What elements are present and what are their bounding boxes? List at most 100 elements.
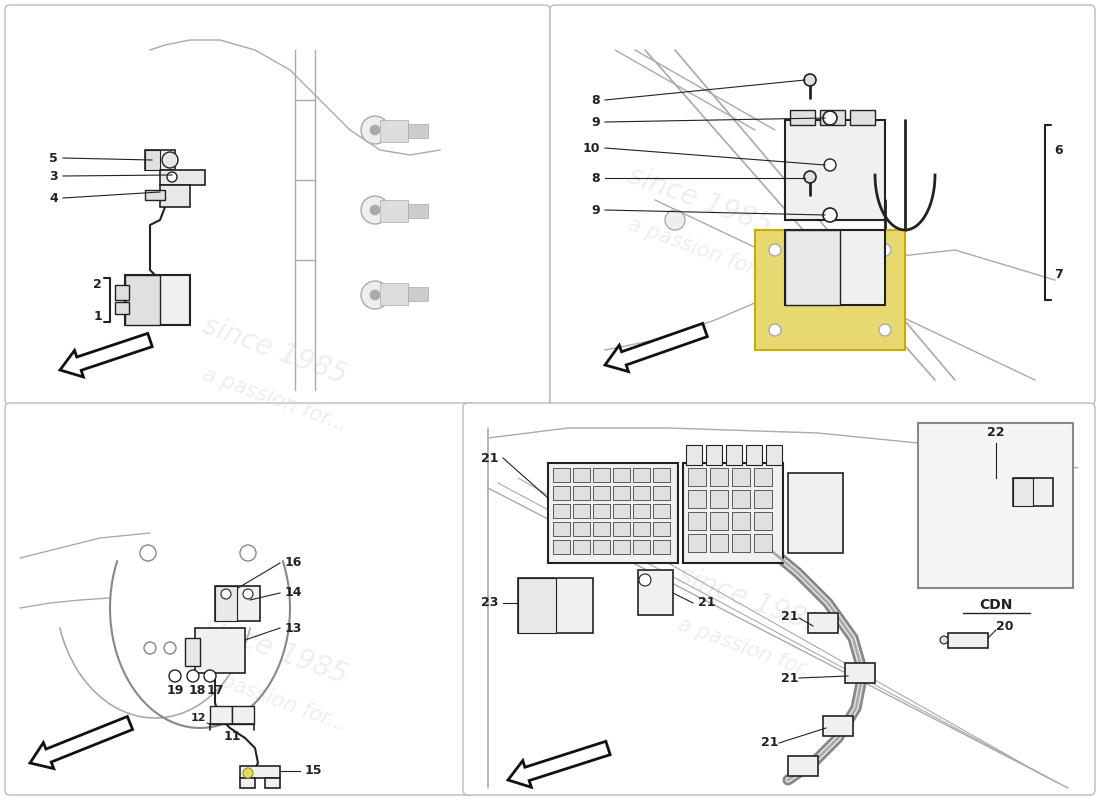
Text: 14: 14 <box>285 586 303 599</box>
Bar <box>145 190 165 200</box>
Circle shape <box>666 210 685 230</box>
Text: 1: 1 <box>94 310 102 322</box>
Text: 19: 19 <box>166 685 184 698</box>
Text: 16: 16 <box>285 557 303 570</box>
Bar <box>145 150 160 170</box>
Bar <box>593 522 611 536</box>
Bar <box>638 570 673 615</box>
Text: 21: 21 <box>760 737 778 750</box>
Circle shape <box>824 159 836 171</box>
Circle shape <box>361 281 389 309</box>
Bar <box>160 170 205 185</box>
Text: since 1985: since 1985 <box>199 311 351 389</box>
Bar <box>116 302 129 314</box>
Bar <box>766 445 782 465</box>
Bar <box>145 150 175 170</box>
Bar <box>653 504 670 518</box>
Text: 21: 21 <box>698 597 715 610</box>
Bar <box>710 490 728 508</box>
Text: 21: 21 <box>781 671 798 685</box>
Bar <box>732 534 750 552</box>
Text: 4: 4 <box>50 191 58 205</box>
Bar <box>688 490 706 508</box>
Bar <box>553 540 570 554</box>
Bar <box>573 468 590 482</box>
Bar <box>125 275 160 325</box>
Circle shape <box>804 171 816 183</box>
Bar <box>408 287 428 301</box>
Text: a passion for...: a passion for... <box>675 614 825 686</box>
Bar <box>785 230 886 305</box>
Bar <box>918 423 1072 588</box>
Text: 8: 8 <box>592 94 600 106</box>
Bar <box>379 283 408 305</box>
Text: 22: 22 <box>988 426 1004 439</box>
Bar <box>573 504 590 518</box>
Bar <box>573 540 590 554</box>
Bar <box>710 512 728 530</box>
Text: 3: 3 <box>50 170 58 182</box>
Text: 18: 18 <box>188 685 206 698</box>
Text: 10: 10 <box>583 142 600 154</box>
Text: since 1985: since 1985 <box>199 611 351 689</box>
Text: 17: 17 <box>207 685 223 698</box>
Text: 23: 23 <box>481 597 498 610</box>
Bar <box>573 522 590 536</box>
Bar <box>755 230 905 350</box>
Bar <box>820 110 845 125</box>
Polygon shape <box>60 334 152 377</box>
Circle shape <box>823 208 837 222</box>
Circle shape <box>940 636 948 644</box>
Bar <box>688 534 706 552</box>
Text: 13: 13 <box>285 622 303 634</box>
Bar <box>548 463 678 563</box>
Bar <box>518 578 556 633</box>
Bar <box>706 445 722 465</box>
Circle shape <box>769 324 781 336</box>
Bar <box>632 540 650 554</box>
Bar <box>710 468 728 486</box>
Circle shape <box>243 589 253 599</box>
Bar <box>948 633 988 648</box>
Circle shape <box>144 642 156 654</box>
Bar <box>632 504 650 518</box>
Bar <box>613 540 630 554</box>
Bar <box>613 468 630 482</box>
Circle shape <box>140 545 156 561</box>
Bar <box>688 512 706 530</box>
Bar <box>632 468 650 482</box>
Bar <box>688 468 706 486</box>
Polygon shape <box>30 717 133 769</box>
Bar <box>850 110 875 125</box>
Text: 9: 9 <box>592 203 600 217</box>
Bar <box>845 663 875 683</box>
Bar <box>632 486 650 500</box>
Bar <box>408 124 428 138</box>
Circle shape <box>162 152 178 168</box>
Text: a passion for...: a passion for... <box>200 365 350 435</box>
Bar <box>788 756 818 776</box>
Bar <box>553 504 570 518</box>
Bar <box>653 486 670 500</box>
Bar <box>790 110 815 125</box>
Bar <box>613 486 630 500</box>
Circle shape <box>361 116 389 144</box>
Bar <box>710 534 728 552</box>
Bar <box>653 468 670 482</box>
Text: a passion for...: a passion for... <box>200 665 350 735</box>
Circle shape <box>879 244 891 256</box>
Circle shape <box>243 768 253 778</box>
Bar <box>732 490 750 508</box>
Text: 11: 11 <box>223 730 241 742</box>
Bar <box>379 120 408 142</box>
Bar <box>653 540 670 554</box>
Circle shape <box>370 290 379 300</box>
Circle shape <box>370 205 379 215</box>
FancyBboxPatch shape <box>550 5 1094 405</box>
Bar <box>593 504 611 518</box>
Bar <box>754 512 772 530</box>
Text: since 1985: since 1985 <box>624 161 776 239</box>
Text: CDN: CDN <box>979 598 1013 612</box>
Bar <box>823 716 852 736</box>
Circle shape <box>769 244 781 256</box>
